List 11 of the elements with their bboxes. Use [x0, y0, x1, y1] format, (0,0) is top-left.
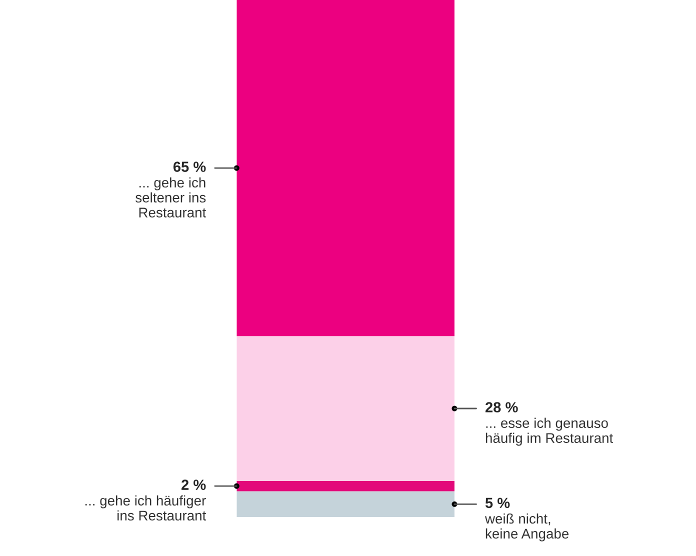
text: ... gehe ich häufiger ins Restaurant [85, 495, 206, 521]
text: ... gehe ich seltener ins Restaurant [136, 177, 206, 218]
bar [236, 336, 454, 481]
data-label: 2 % [182, 480, 206, 490]
data-label: 5 % [485, 498, 510, 508]
text: weiß nicht, keine Angabe [484, 513, 569, 542]
bar [236, 491, 454, 518]
text: ... esse ich genauso häufig im Restaurant [486, 418, 614, 446]
data-label: 28 % [485, 402, 518, 412]
data-label: 65 % [173, 162, 206, 172]
bar [236, 0, 454, 336]
